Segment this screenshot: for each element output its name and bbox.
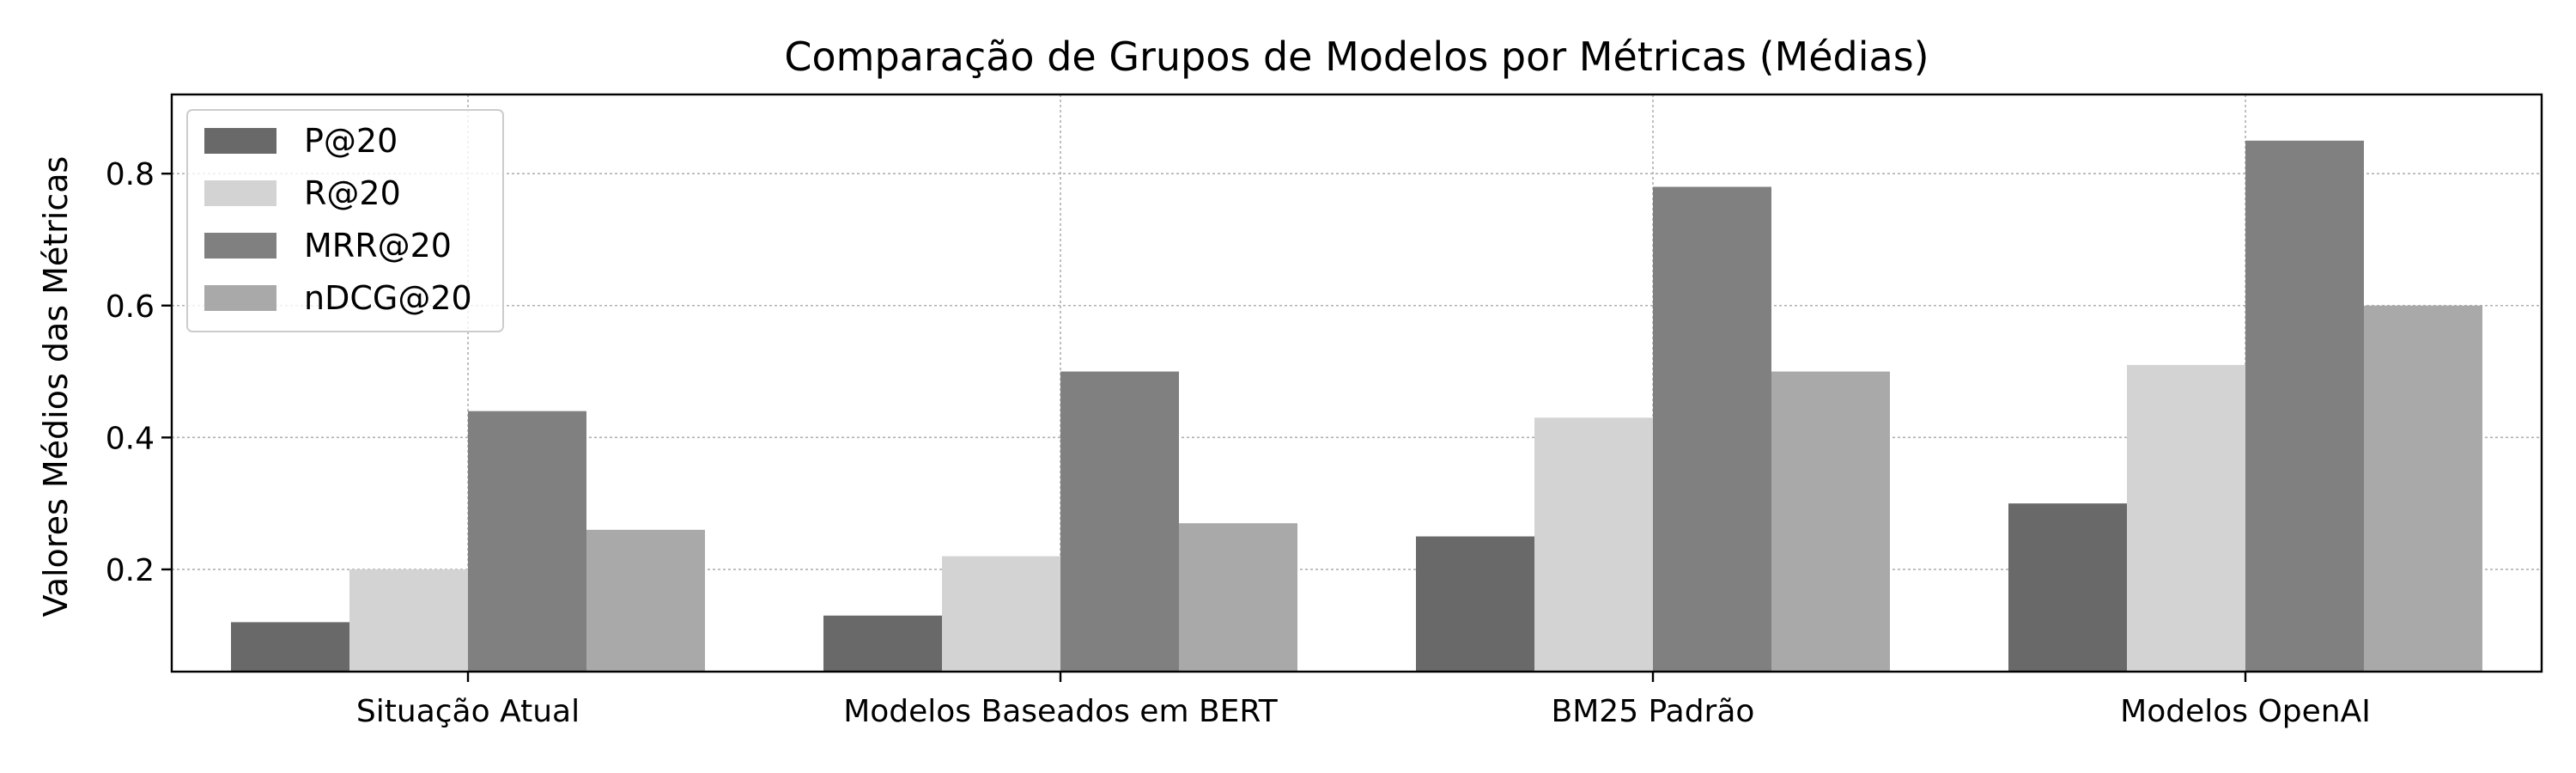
bar (468, 411, 586, 672)
bar (823, 615, 942, 672)
bar (1653, 186, 1771, 672)
bar (1771, 371, 1890, 672)
legend-label: P@20 (304, 122, 398, 160)
legend-label: nDCG@20 (304, 279, 472, 317)
bar (1534, 417, 1653, 672)
bar (1179, 523, 1297, 672)
legend-label: R@20 (304, 174, 401, 212)
bar (586, 529, 705, 672)
bar (349, 569, 468, 672)
x-tick-label: Modelos OpenAI (2120, 694, 2371, 729)
axis-ticks: 0.2 0.4 0.6 0.8 Situação Atual Modelos Basead… (106, 157, 2371, 729)
legend-label: MRR@20 (304, 227, 452, 265)
bar (231, 622, 349, 672)
x-tick-label: Situação Atual (356, 694, 580, 729)
bar (1416, 536, 1534, 672)
legend-swatch (204, 233, 276, 259)
bar (2245, 140, 2364, 672)
legend-swatch (204, 128, 276, 154)
legend: P@20 R@20 MRR@20 nDCG@20 (186, 109, 504, 332)
legend-swatch (204, 285, 276, 311)
legend-box (186, 109, 504, 332)
bar (2127, 364, 2245, 672)
chart-title: Comparação de Grupos de Modelos por Métr… (784, 33, 1929, 80)
bar (1060, 371, 1179, 672)
y-tick-label: 0.4 (106, 421, 155, 456)
x-tick-label: BM25 Padrão (1552, 694, 1755, 729)
bar (2008, 503, 2127, 672)
y-tick-label: 0.6 (106, 289, 155, 325)
y-tick-label: 0.8 (106, 157, 155, 192)
bar (942, 556, 1060, 672)
y-tick-label: 0.2 (106, 553, 155, 588)
plot-frame (170, 93, 2543, 673)
legend-swatch (204, 180, 276, 206)
x-tick-label: Modelos Baseados em BERT (843, 694, 1279, 729)
y-axis-label: Valores Médios das Métricas (37, 156, 75, 618)
bar (2364, 305, 2482, 672)
bars (231, 140, 2482, 672)
